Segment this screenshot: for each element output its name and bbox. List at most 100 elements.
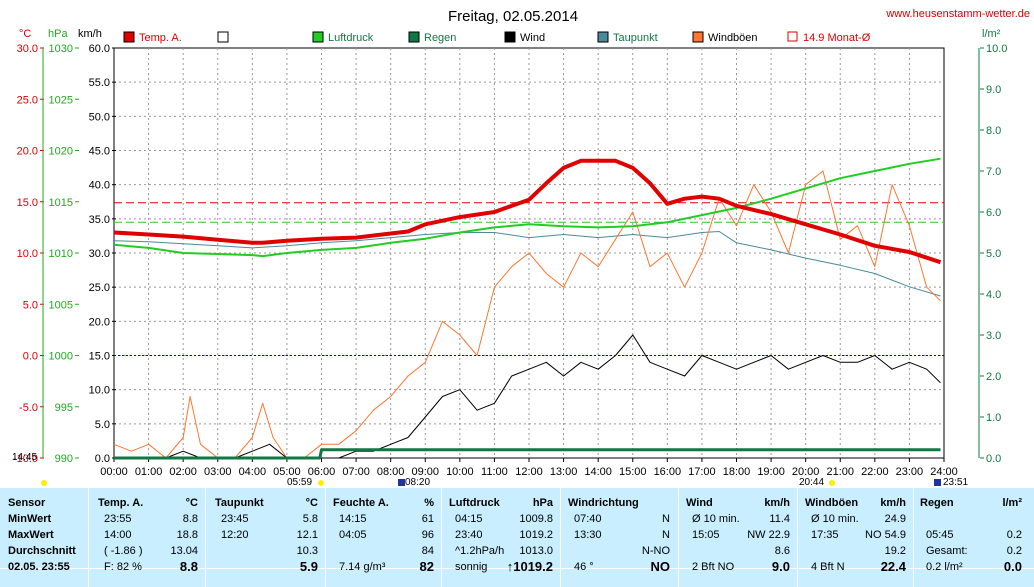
table-cell: 05:45 <box>926 529 954 541</box>
table-cell: Temp. A. <box>98 497 144 509</box>
table-row: MaxWert 14:00 18.8 12:20 12.1 04:05 96 23:40 101… <box>0 527 1034 543</box>
table-cell: Feuchte A. <box>333 497 389 509</box>
table-cell: NW 22.9 <box>747 529 790 541</box>
legend-label: Temp. A. <box>139 32 182 44</box>
table-cell: 96 <box>421 529 434 541</box>
table-cell: NO <box>650 559 671 574</box>
rain-tick-label: 8.0 <box>986 125 1001 137</box>
wind-tick-label: 15.0 <box>89 351 110 363</box>
series-temp-a-line <box>113 158 942 265</box>
table-row: Sensor Temp. A. °C Taupunkt °C Feuchte A.% Luf… <box>0 495 1034 511</box>
rain-tick-label: 2.0 <box>986 371 1001 383</box>
table-cell: N-NO <box>641 545 670 557</box>
table-cell: 8.8 <box>179 559 198 574</box>
pressure-tick-label: 1030 <box>49 43 73 55</box>
x-tick-label: 12:00 <box>515 466 543 478</box>
x-tick-label: 02:00 <box>169 466 197 478</box>
x-tick-label: 07:00 <box>342 466 370 478</box>
temp-tick-label: 5.0 <box>23 299 38 311</box>
sunset-time: 20:44 <box>799 477 824 487</box>
table-cell: km/h <box>764 497 790 509</box>
table-cell: 23:45 <box>221 513 249 525</box>
table-cell: Ø 10 min. <box>692 513 740 525</box>
temp-tick-label: 10.0 <box>17 248 38 260</box>
table-cell: Gesamt: <box>926 545 968 557</box>
wind-tick-label: 25.0 <box>89 282 110 294</box>
table-cell: °C <box>185 497 198 509</box>
table-cell: NO 54.9 <box>865 529 906 541</box>
table-cell: l/m² <box>1002 497 1022 509</box>
pressure-tick-label: 995 <box>55 402 73 414</box>
table-cell: 15:05 <box>692 529 720 541</box>
table-cell: 0.2 <box>1006 545 1022 557</box>
wind-tick-label: 55.0 <box>89 77 110 89</box>
rain-tick-label: 6.0 <box>986 207 1001 219</box>
temp-tick-label: 30.0 <box>17 43 38 55</box>
x-tick-label: 23:00 <box>896 466 924 478</box>
x-tick-label: 11:00 <box>481 466 508 478</box>
legend-swatch <box>787 31 798 42</box>
x-tick-label: 17:00 <box>688 466 716 478</box>
table-cell: 9.0 <box>771 559 790 574</box>
x-tick-label: 24:00 <box>930 466 958 478</box>
axes: 30.0 25.0 20.0 15.0 10.0 5.0 0.0 -5.0 -10.0 1030 1… <box>13 43 1008 478</box>
x-tick-label: 06:00 <box>308 466 336 478</box>
table-cell: 02.05. 23:55 <box>8 561 70 573</box>
table-cell: 1019.2 <box>519 529 553 541</box>
x-tick-label: 08:00 <box>377 466 405 478</box>
table-cell: 04:15 <box>455 513 483 525</box>
table-row: MinWert 23:55 8.8 23:45 5.8 14:15 61 04:15 1009.… <box>0 511 1034 527</box>
table-cell: 1009.8 <box>519 513 553 525</box>
table-cell: 24.9 <box>884 513 906 525</box>
table-cell: 61 <box>421 513 434 525</box>
weather-chart: Freitag, 02.05.2014 www.heusenstamm-wett… <box>12 8 1030 487</box>
moonrise-moon-icon <box>398 479 405 486</box>
sun-icon-left <box>41 480 47 486</box>
pressure-tick-label: 1025 <box>49 94 73 106</box>
table-cell: Windrichtung <box>568 497 639 509</box>
moonrise-time: 08:20 <box>405 477 430 487</box>
table-cell: 04:05 <box>339 529 367 541</box>
table-cell: Regen <box>920 497 954 509</box>
left-time-label: 14:45 <box>12 452 37 463</box>
rain-tick-label: 4.0 <box>986 289 1001 301</box>
x-tick-label: 04:00 <box>239 466 267 478</box>
temp-tick-label: -5.0 <box>19 402 38 414</box>
temp-tick-label: -10.0 <box>13 453 38 465</box>
table-cell: % <box>424 497 434 509</box>
legend-swatch <box>123 31 135 43</box>
wind-tick-label: 50.0 <box>89 111 110 123</box>
wind-tick-label: 0.0 <box>95 453 110 465</box>
table-cell: F: 82 % <box>104 561 142 573</box>
table-cell: Wind <box>686 497 713 509</box>
wind-tick-label: 35.0 <box>89 214 110 226</box>
legend-label: Windböen <box>708 32 758 44</box>
table-cell: N <box>662 529 670 541</box>
table-cell: 23:55 <box>104 513 132 525</box>
legend-swatch <box>504 31 516 43</box>
rain-tick-label: 3.0 <box>986 330 1001 342</box>
table-cell: 8.6 <box>774 545 790 557</box>
x-tick-label: 15:00 <box>619 466 647 478</box>
x-tick-label: 10:00 <box>446 466 474 478</box>
table-cell: 23:40 <box>455 529 483 541</box>
table-cell: Windböen <box>805 497 859 509</box>
legend-swatch <box>597 31 609 43</box>
wind-tick-label: 5.0 <box>95 419 110 431</box>
legend-swatch <box>692 31 704 43</box>
table-cell: 0.2 l/m² <box>926 561 963 573</box>
table-cell: km/h <box>880 497 906 509</box>
temp-tick-label: 15.0 <box>17 197 38 209</box>
legend-label: Luftdruck <box>328 32 374 44</box>
website-link[interactable]: www.heusenstamm-wetter.de <box>885 8 1030 20</box>
table-cell: ^1.2hPa/h <box>455 545 505 557</box>
pressure-tick-label: 1015 <box>49 197 73 209</box>
table-cell: 17:35 <box>811 529 839 541</box>
table-cell: 0.2 <box>1006 529 1022 541</box>
table-cell: 5.8 <box>302 513 318 525</box>
legend-swatch <box>217 31 229 43</box>
table-cell: ( -1.86 ) <box>104 545 143 557</box>
table-cell: 18.8 <box>176 529 198 541</box>
x-tick-label: 09:00 <box>411 466 439 478</box>
pressure-tick-label: 1000 <box>49 351 73 363</box>
